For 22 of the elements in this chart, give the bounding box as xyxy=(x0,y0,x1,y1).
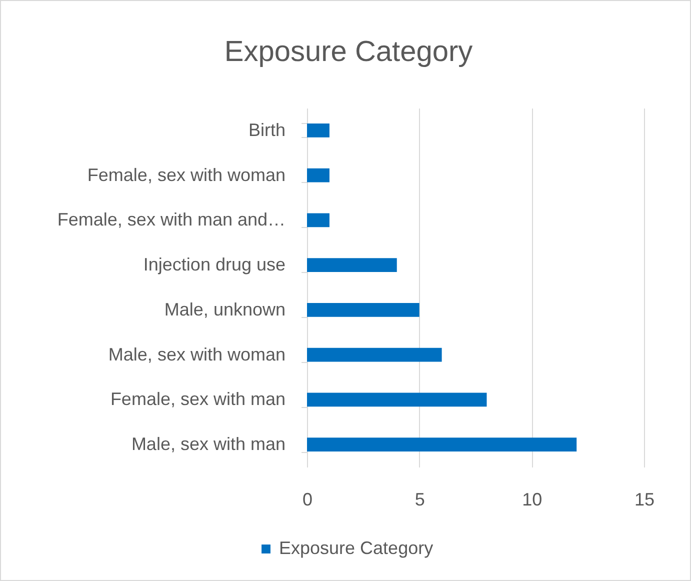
y-tick-label: Female, sex with man xyxy=(110,389,286,410)
bar xyxy=(307,302,420,317)
bar xyxy=(307,123,330,138)
y-tick-label: Male, sex with woman xyxy=(108,344,286,364)
bar xyxy=(307,213,330,228)
x-tick-label: 0 xyxy=(302,490,313,510)
chart-title: Exposure Category xyxy=(224,36,474,68)
y-tick-label: Female, sex with man and… xyxy=(57,210,286,230)
bar xyxy=(307,438,577,452)
x-tick-label: 15 xyxy=(634,490,655,510)
x-tick-label: 10 xyxy=(522,490,542,510)
y-tick-label: Male, sex with man xyxy=(131,434,286,454)
bar xyxy=(307,348,442,362)
y-tick-label: Male, unknown xyxy=(164,299,286,320)
y-tick-label: Female, sex with woman xyxy=(87,164,286,185)
bar xyxy=(307,258,397,272)
y-tick-label: Injection drug use xyxy=(143,254,286,275)
y-tick-label: Birth xyxy=(248,120,286,140)
bar xyxy=(307,392,487,407)
x-tick-label: 5 xyxy=(414,490,425,510)
bar xyxy=(307,168,330,182)
legend-label: Exposure Category xyxy=(279,538,434,558)
